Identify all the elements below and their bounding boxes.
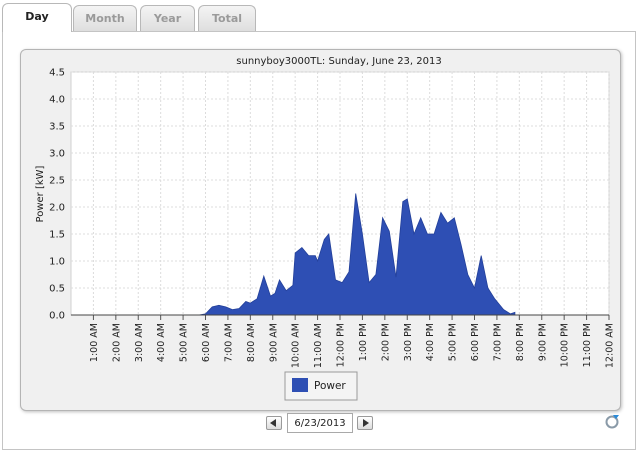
x-tick-label: 1:00 AM <box>89 323 100 362</box>
x-tick-label: 6:00 PM <box>470 323 481 361</box>
x-tick-label: 12:00 AM <box>605 323 616 368</box>
refresh-icon[interactable] <box>604 412 622 430</box>
x-tick-label: 2:00 AM <box>111 323 122 362</box>
x-tick-label: 3:00 AM <box>134 323 145 362</box>
y-tick-label: 1.5 <box>49 230 65 241</box>
date-field[interactable] <box>287 413 353 433</box>
legend-label: Power <box>314 380 346 392</box>
y-tick-label: 3.0 <box>49 149 65 160</box>
x-tick-label: 7:00 PM <box>492 323 503 361</box>
y-tick-label: 1.0 <box>49 257 65 268</box>
y-tick-label: 0.5 <box>49 284 65 295</box>
chart-title: sunnyboy3000TL: Sunday, June 23, 2013 <box>236 56 441 67</box>
legend: Power <box>284 371 358 401</box>
x-axis: 1:00 AM 2:00 AM 3:00 AM 4:00 AM 5:00 AM 6:00 … <box>71 314 616 368</box>
x-tick-label: 4:00 AM <box>156 323 167 362</box>
tab-total[interactable]: Total <box>198 5 256 31</box>
chevron-right-icon <box>363 419 369 427</box>
y-tick-label: 2.0 <box>49 203 65 214</box>
previous-day-button[interactable] <box>266 416 282 430</box>
tab-bar: Day Month Year Total <box>0 0 640 32</box>
y-axis-label: Power [kW] <box>35 165 46 222</box>
x-tick-label: 2:00 PM <box>380 323 391 361</box>
x-tick-label: 8:00 PM <box>515 323 526 361</box>
x-tick-label: 5:00 AM <box>179 323 190 362</box>
x-tick-label: 6:00 AM <box>201 323 212 362</box>
chart-frame: sunnyboy3000TL: Sunday, June 23, 2013 0.… <box>20 49 621 411</box>
next-day-button[interactable] <box>357 416 373 430</box>
y-tick-label: 3.5 <box>49 122 65 133</box>
x-tick-label: 9:00 PM <box>537 323 548 361</box>
y-tick-label: 4.5 <box>49 68 65 79</box>
legend-swatch <box>292 378 308 392</box>
x-tick-label: 9:00 AM <box>268 323 279 362</box>
x-tick-label: 5:00 PM <box>448 323 459 361</box>
x-tick-label: 4:00 PM <box>425 323 436 361</box>
power-chart: sunnyboy3000TL: Sunday, June 23, 2013 0.… <box>35 56 616 401</box>
chevron-left-icon <box>270 419 276 427</box>
x-tick-label: 1:00 PM <box>358 323 369 361</box>
power-area <box>71 193 516 316</box>
y-tick-label: 4.0 <box>49 95 65 106</box>
x-tick-label: 11:00 PM <box>582 323 593 367</box>
chart-panel: sunnyboy3000TL: Sunday, June 23, 2013 0.… <box>2 31 636 450</box>
tab-month[interactable]: Month <box>73 5 137 31</box>
tab-day[interactable]: Day <box>2 3 72 32</box>
x-tick-label: 12:00 PM <box>336 323 347 367</box>
series-area <box>71 193 516 316</box>
x-tick-label: 8:00 AM <box>246 323 257 362</box>
y-tick-label: 0.0 <box>49 311 65 322</box>
x-tick-label: 7:00 AM <box>223 323 234 362</box>
y-axis: 0.0 0.5 1.0 1.5 2.0 2.5 3.0 3.5 4.0 4.5 <box>49 68 65 322</box>
y-tick-label: 2.5 <box>49 176 65 187</box>
x-tick-label: 11:00 AM <box>313 323 324 368</box>
x-tick-label: 10:00 AM <box>291 323 302 368</box>
x-tick-label: 3:00 PM <box>403 323 414 361</box>
tab-year[interactable]: Year <box>140 5 195 31</box>
x-tick-label: 10:00 PM <box>560 323 571 367</box>
